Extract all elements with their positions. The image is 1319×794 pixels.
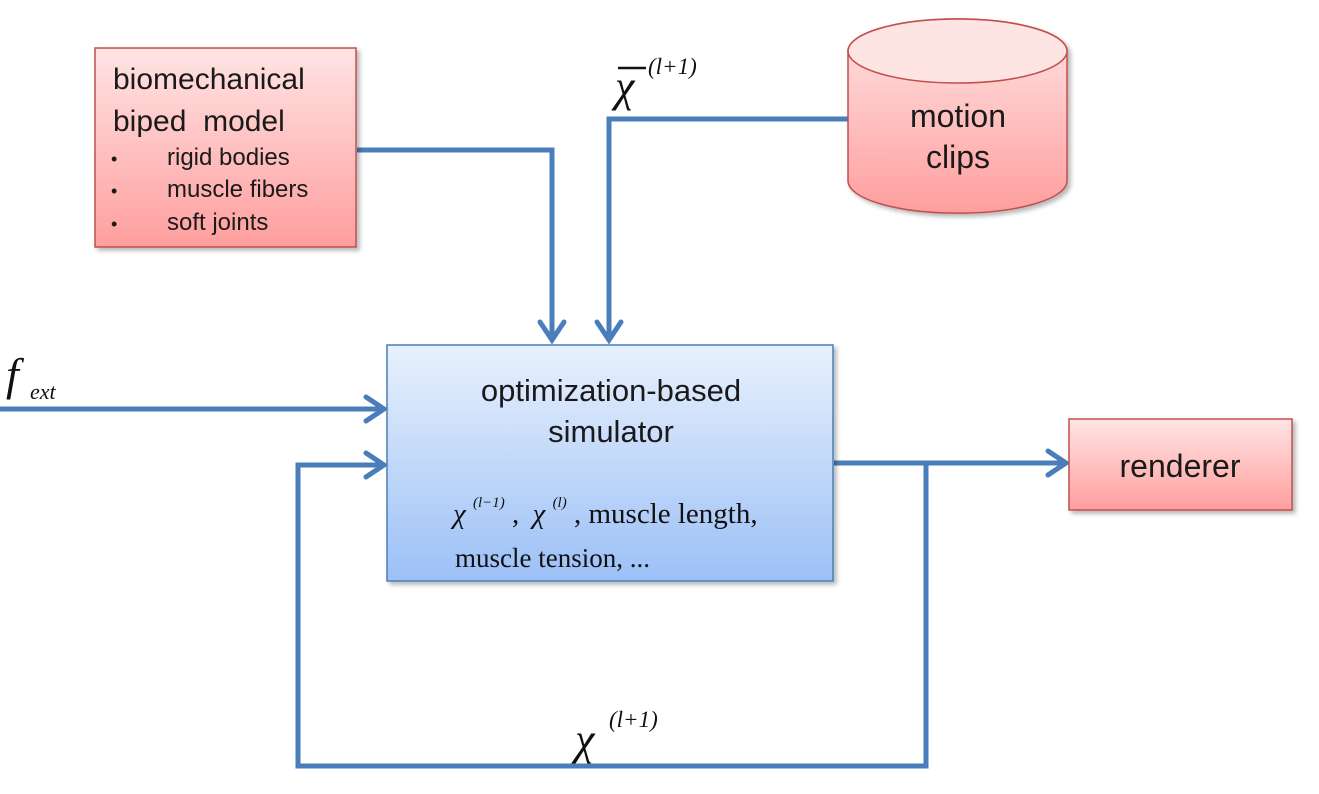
feedback-state-symbol: χ (571, 715, 596, 764)
simulator-detail-line1: χ (l−1) , χ (l) , muscle length, (450, 482, 758, 530)
model-bullet-rigid-bodies: rigid bodies (167, 144, 290, 171)
renderer-box (1068, 418, 1293, 511)
state-cur-superscript: (l) (553, 495, 567, 511)
state-cur-symbol: χ (530, 498, 547, 530)
state-prev-symbol: χ (450, 498, 467, 530)
simulator-detail-line2: muscle tension, ... (455, 543, 650, 573)
arrowhead-external-force (363, 394, 389, 424)
external-force-subscript: ext (30, 379, 57, 404)
arrowhead-simulator-to-renderer (1045, 448, 1071, 478)
model-node: biomechanical biped model • rigid bodies… (94, 47, 357, 248)
simulator-title-line2: simulator (548, 414, 674, 449)
state-separator: , (512, 498, 519, 530)
connector-motion-clips-to-simulator (606, 116, 848, 338)
feedback-state-label: χ (l+1) (571, 707, 658, 764)
reference-motion-symbol: χ (611, 62, 636, 111)
model-title-line2: biped model (113, 105, 285, 138)
motion-clips-label-line1: motion (910, 98, 1006, 134)
model-bullet-muscle-fibers: muscle fibers (167, 176, 308, 203)
arrowhead-feedback-loop (363, 450, 389, 480)
connector-model-to-simulator (357, 147, 555, 338)
feedback-state-superscript: (l+1) (609, 707, 658, 732)
model-bullet-marker: • (111, 181, 117, 201)
arrowhead-motion-clips-to-simulator (594, 319, 624, 345)
simulator-box (386, 344, 834, 582)
simulator-node: optimization-based simulator χ (l−1) , χ… (386, 344, 834, 582)
arrowhead-model-to-simulator (537, 319, 567, 345)
reference-motion-label: χ (l+1) (611, 54, 697, 111)
motion-clips-cylinder-top (847, 18, 1068, 84)
renderer-node: renderer (1068, 418, 1293, 511)
motion-clips-node: motion clips (847, 18, 1068, 214)
model-bullet-marker: • (111, 149, 117, 169)
model-box (94, 47, 357, 248)
simulator-detail-tail: , muscle length, (574, 498, 758, 530)
renderer-label: renderer (1120, 448, 1241, 484)
state-prev-superscript: (l−1) (473, 495, 505, 511)
model-bullet-soft-joints: soft joints (167, 209, 268, 236)
model-bullet-marker: • (111, 214, 117, 234)
external-force-symbol: f (6, 349, 25, 400)
simulator-title-line1: optimization-based (481, 373, 741, 408)
connectors (0, 116, 1071, 769)
external-force-label: f ext (6, 349, 57, 404)
reference-motion-superscript: (l+1) (648, 54, 697, 79)
connector-feedback-loop (295, 462, 929, 769)
model-title-line1: biomechanical (113, 63, 305, 96)
motion-clips-label-line2: clips (926, 139, 990, 175)
